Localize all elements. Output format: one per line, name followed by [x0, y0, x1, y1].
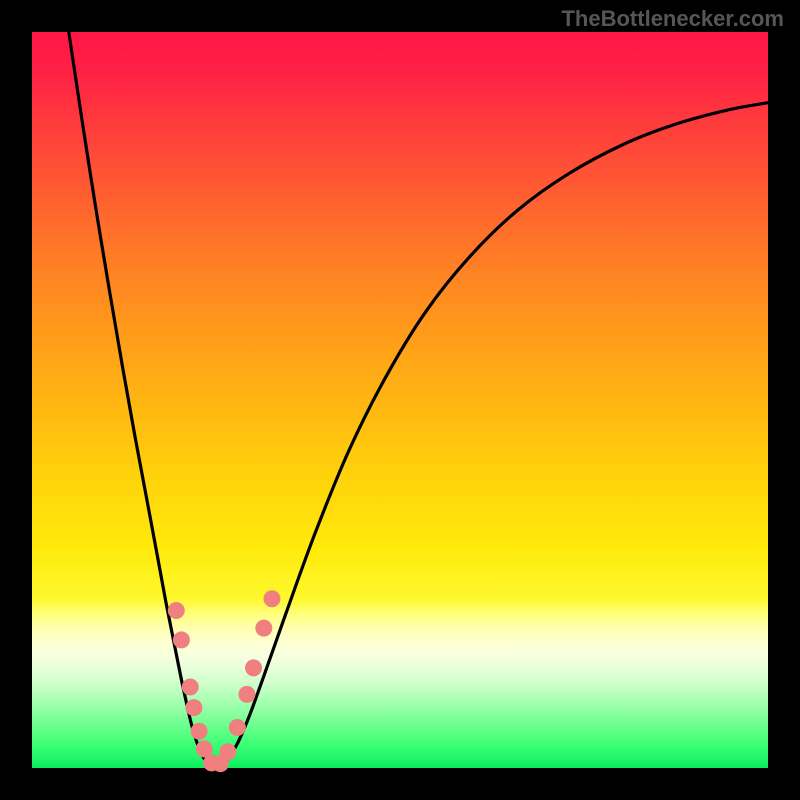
curves-layer	[32, 32, 768, 768]
marker-point	[168, 602, 185, 619]
curve-left-branch	[69, 32, 216, 768]
marker-point	[191, 723, 208, 740]
chart-root: TheBottlenecker.com	[0, 0, 800, 800]
watermark-text: TheBottlenecker.com	[561, 6, 784, 32]
marker-point	[263, 590, 280, 607]
marker-point	[173, 631, 190, 648]
marker-point	[182, 679, 199, 696]
marker-point	[238, 686, 255, 703]
marker-point	[219, 743, 236, 760]
marker-point	[229, 719, 246, 736]
marker-point	[255, 620, 272, 637]
plot-area	[32, 32, 768, 768]
marker-point	[185, 699, 202, 716]
curve-right-branch	[216, 103, 768, 768]
marker-point	[245, 659, 262, 676]
